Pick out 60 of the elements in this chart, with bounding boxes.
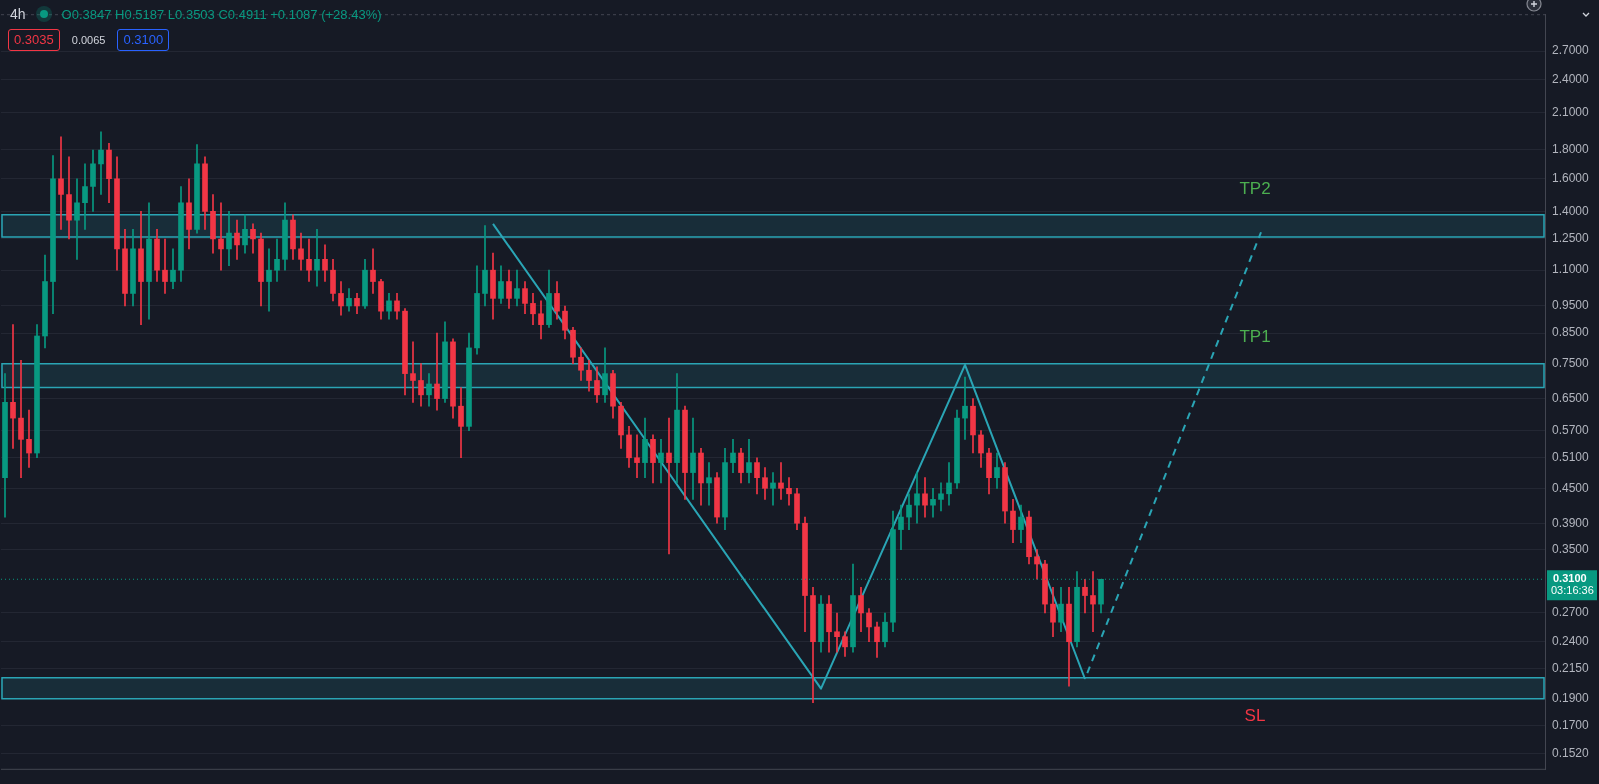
y-tick-label: 0.3500 bbox=[1552, 541, 1590, 556]
y-tick-label: 0.7500 bbox=[1552, 355, 1590, 370]
candlestick bbox=[786, 477, 792, 506]
candlestick bbox=[834, 612, 840, 653]
band-label: SL bbox=[1244, 706, 1266, 726]
candlestick bbox=[434, 332, 440, 411]
candlestick bbox=[746, 439, 752, 484]
y-tick-label: 0.1700 bbox=[1552, 718, 1590, 733]
candlestick bbox=[914, 472, 920, 524]
annotation: 0.3100 bbox=[117, 29, 170, 51]
y-tick-label: 0.5100 bbox=[1552, 450, 1590, 465]
y-tick-label: 0.8500 bbox=[1552, 325, 1590, 340]
candlestick bbox=[634, 434, 640, 479]
candlestick bbox=[690, 417, 696, 500]
chart-title: 4h bbox=[10, 6, 26, 22]
band-label: TP2 bbox=[1239, 178, 1271, 198]
y-tick-label: 0.3900 bbox=[1552, 515, 1590, 530]
candlestick bbox=[666, 417, 672, 555]
y-tick-label: 0.2400 bbox=[1552, 634, 1590, 649]
y-tick-label: 0.4500 bbox=[1552, 480, 1590, 495]
candlestick bbox=[1090, 571, 1096, 633]
y-tick-label: 2.4000 bbox=[1552, 72, 1590, 87]
candlestick bbox=[26, 409, 32, 468]
candlestick bbox=[658, 439, 664, 484]
candlestick bbox=[18, 360, 24, 479]
candlestick bbox=[162, 238, 168, 294]
y-tick-label: 0.9500 bbox=[1552, 298, 1590, 313]
candlestick bbox=[58, 136, 64, 230]
candlestick bbox=[962, 376, 968, 440]
ref-line-label: 0.3100 bbox=[1553, 572, 1587, 585]
y-tick-label: 0.6500 bbox=[1552, 390, 1590, 405]
y-tick-label: 1.2500 bbox=[1552, 231, 1590, 246]
candlestick bbox=[930, 487, 936, 518]
y-tick-label: 2.7000 bbox=[1552, 43, 1590, 58]
candlestick bbox=[770, 472, 776, 506]
y-tick-label: 1.6000 bbox=[1552, 171, 1590, 186]
candlestick bbox=[706, 462, 712, 506]
annotation: O0.3847 H0.5187 L0.3503 C0.4911 +0.1087 (+28.43%) bbox=[61, 6, 382, 22]
candlestick bbox=[1034, 549, 1040, 580]
y-tick-label: 1.4000 bbox=[1552, 203, 1590, 218]
band-label: TP1 bbox=[1239, 327, 1271, 347]
y-tick-label: 1.8000 bbox=[1552, 142, 1590, 157]
candlestick bbox=[98, 131, 104, 195]
text: 03:16:36 bbox=[1551, 584, 1594, 597]
candlestick bbox=[266, 248, 272, 312]
candlestick bbox=[778, 462, 784, 500]
candlestick bbox=[10, 324, 16, 449]
y-tick-label: 1.1000 bbox=[1552, 262, 1590, 277]
candlestick bbox=[314, 229, 320, 287]
y-tick-label: 0.2150 bbox=[1552, 660, 1590, 675]
annotation: 0.3035 bbox=[8, 29, 60, 51]
y-tick-label: 0.1520 bbox=[1552, 745, 1590, 760]
y-tick-label: 0.1900 bbox=[1552, 691, 1590, 706]
candlestick bbox=[218, 202, 224, 271]
y-tick-label: 0.2700 bbox=[1552, 605, 1590, 620]
y-tick-label: 2.1000 bbox=[1552, 104, 1590, 119]
candlestick bbox=[74, 178, 80, 260]
candlestick bbox=[410, 341, 416, 403]
y-tick-label: 0.5700 bbox=[1552, 422, 1590, 437]
annotation: 0.0065 bbox=[70, 33, 107, 48]
